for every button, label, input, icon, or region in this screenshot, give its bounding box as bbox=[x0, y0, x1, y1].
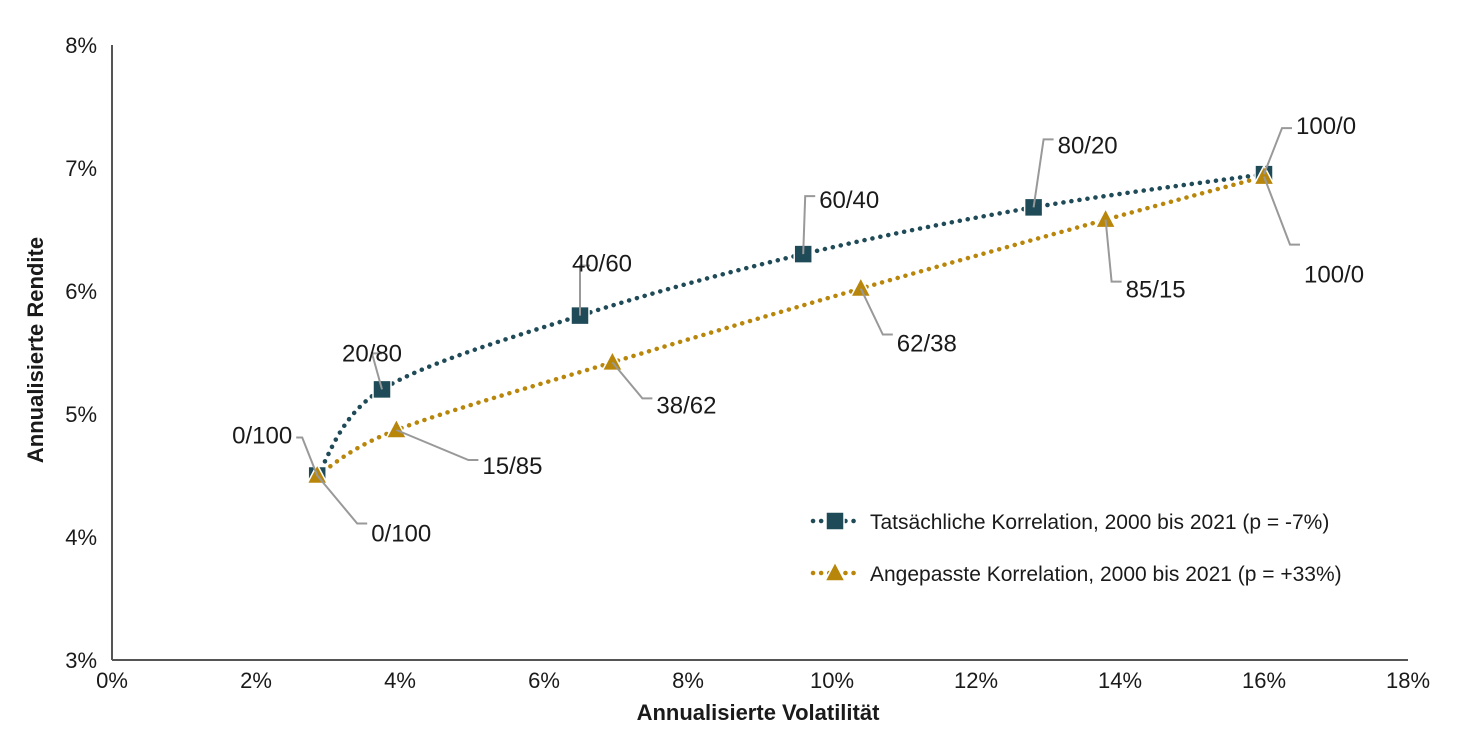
y-tick-label: 4% bbox=[65, 525, 97, 550]
x-axis-title: Annualisierte Volatilität bbox=[637, 700, 881, 725]
label-leader-line bbox=[579, 264, 590, 316]
data-point-triangle bbox=[601, 349, 624, 372]
label-leader-line bbox=[396, 429, 479, 461]
point-label: 60/40 bbox=[819, 187, 879, 214]
point-label: 38/62 bbox=[656, 392, 716, 419]
label-leader-line bbox=[316, 474, 368, 525]
legend-marker-square bbox=[825, 511, 845, 531]
label-leader-line bbox=[859, 288, 893, 336]
x-tick-label: 14% bbox=[1098, 668, 1142, 693]
point-label: 20/80 bbox=[342, 340, 402, 367]
label-leader-line bbox=[1104, 219, 1122, 283]
x-tick-label: 4% bbox=[384, 668, 416, 693]
legend-label-1: Tatsächliche Korrelation, 2000 bis 2021 … bbox=[870, 511, 1329, 534]
data-point-triangle bbox=[849, 275, 873, 298]
label-leader-line bbox=[611, 361, 653, 400]
axes bbox=[111, 45, 1408, 661]
x-axis-ticks: 0% 2% 4% 6% 8% 10% 12% 14% 16% 18% bbox=[96, 668, 1430, 693]
label-leader-line bbox=[1263, 176, 1300, 246]
y-tick-label: 3% bbox=[65, 648, 97, 673]
label-leader-line bbox=[1032, 138, 1054, 208]
point-label: 100/0 bbox=[1296, 113, 1356, 140]
x-tick-label: 0% bbox=[96, 668, 128, 693]
x-tick-label: 6% bbox=[528, 668, 560, 693]
point-label: 62/38 bbox=[897, 331, 957, 358]
label-leader-line bbox=[370, 352, 383, 390]
series-line-1 bbox=[314, 171, 1267, 478]
x-tick-label: 16% bbox=[1242, 668, 1286, 693]
x-tick-label: 8% bbox=[672, 668, 704, 693]
point-label: 100/0 bbox=[1304, 262, 1364, 289]
label-leader-line bbox=[296, 436, 319, 476]
y-tick-label: 7% bbox=[65, 156, 97, 181]
x-tick-label: 12% bbox=[954, 668, 998, 693]
point-label: 85/15 bbox=[1126, 277, 1186, 304]
point-labels: 0/100 20/80 40/60 60/40 80/20 100/0 0/100 15/85… bbox=[232, 113, 1364, 547]
legend-label-2: Angepasste Korrelation, 2000 bis 2021 (p… bbox=[870, 563, 1342, 586]
point-label: 15/85 bbox=[482, 453, 542, 480]
y-tick-label: 6% bbox=[65, 279, 97, 304]
data-point-triangle bbox=[385, 417, 408, 439]
x-tick-label: 2% bbox=[240, 668, 272, 693]
point-label: 40/60 bbox=[572, 251, 632, 278]
series-line-2 bbox=[314, 174, 1267, 478]
data-point-triangle bbox=[1252, 163, 1276, 186]
point-label: 0/100 bbox=[232, 423, 292, 450]
legend: Tatsächliche Korrelation, 2000 bis 2021 … bbox=[810, 511, 1342, 586]
point-label: 80/20 bbox=[1058, 132, 1118, 159]
point-label: 0/100 bbox=[371, 521, 431, 548]
label-leader-line bbox=[1263, 127, 1292, 175]
label-leader-line bbox=[802, 195, 816, 255]
y-axis-ticks: 3% 4% 5% 6% 7% 8% bbox=[65, 33, 97, 673]
x-tick-label: 10% bbox=[810, 668, 854, 693]
legend-marker-triangle bbox=[823, 560, 847, 582]
y-tick-label: 8% bbox=[65, 33, 97, 58]
y-tick-label: 5% bbox=[65, 402, 97, 427]
series-layer bbox=[305, 163, 1276, 486]
y-axis-title: Annualisierte Rendite bbox=[23, 237, 48, 463]
x-tick-label: 18% bbox=[1386, 668, 1430, 693]
